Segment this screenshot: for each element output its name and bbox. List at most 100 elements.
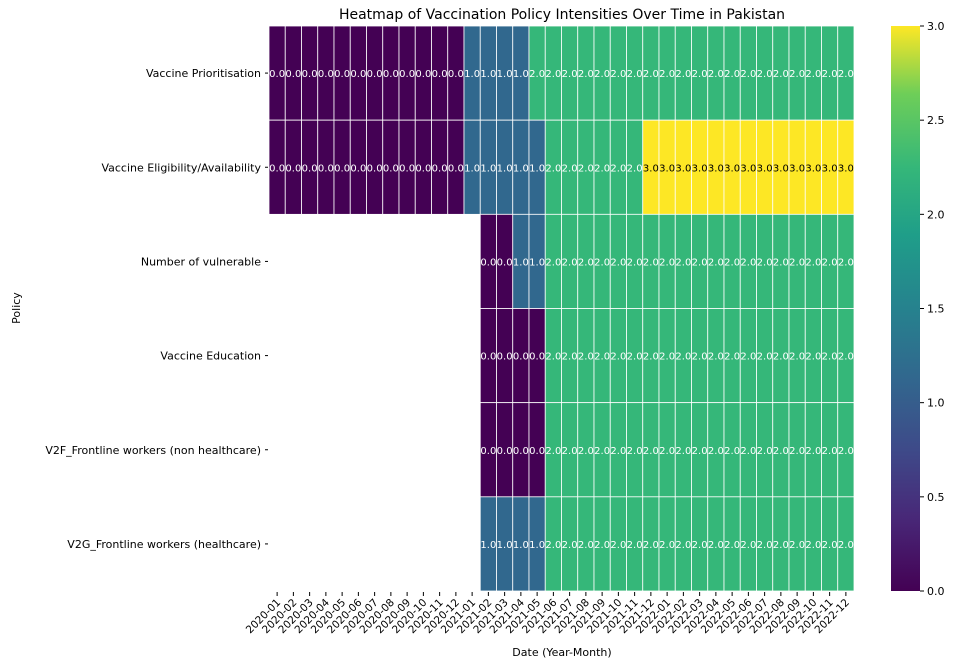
cell-value-label: 1.0 (513, 540, 529, 551)
cell-value-label: 2.0 (838, 446, 854, 457)
cell-value-label: 0.0 (383, 69, 399, 80)
cell-value-label: 2.0 (675, 446, 691, 457)
cell-value-label: 0.0 (432, 69, 448, 80)
colorbar-tick-label: 2.5 (927, 114, 945, 127)
cell-value-label: 2.0 (659, 257, 675, 268)
cell-value-label: 0.0 (334, 163, 350, 174)
colorbar (891, 26, 920, 591)
cell-value-label: 0.0 (302, 69, 318, 80)
cell-value-label: 2.0 (578, 257, 594, 268)
colorbar-tick-label: 1.0 (927, 397, 945, 410)
cell-value-label: 3.0 (740, 163, 756, 174)
colorbar-tick-label: 2.0 (927, 208, 945, 221)
cell-value-label: 2.0 (578, 446, 594, 457)
cell-value-label: 2.0 (594, 540, 610, 551)
cell-value-label: 0.0 (529, 352, 545, 363)
cell-value-label: 1.0 (529, 257, 545, 268)
cell-value-label: 2.0 (610, 540, 626, 551)
cell-value-label: 0.0 (480, 352, 496, 363)
cell-value-label: 3.0 (708, 163, 724, 174)
cell-value-label: 2.0 (740, 257, 756, 268)
cell-value-label: 2.0 (562, 446, 578, 457)
heatmap-cell (837, 496, 855, 592)
cell-value-label: 2.0 (594, 69, 610, 80)
cell-value-label: 2.0 (675, 352, 691, 363)
cell-value-label: 1.0 (480, 163, 496, 174)
cell-value-label: 2.0 (822, 352, 838, 363)
cell-value-label: 0.0 (334, 69, 350, 80)
cell-value-label: 3.0 (692, 163, 708, 174)
cell-value-label: 0.0 (367, 163, 383, 174)
cell-value-label: 2.0 (789, 540, 805, 551)
cell-value-label: 2.0 (578, 352, 594, 363)
cell-value-label: 2.0 (740, 540, 756, 551)
cell-value-label: 2.0 (610, 163, 626, 174)
cell-value-label: 2.0 (562, 540, 578, 551)
cell-value-label: 2.0 (773, 69, 789, 80)
cell-value-label: 2.0 (643, 540, 659, 551)
cell-value-label: 0.0 (285, 163, 301, 174)
cell-value-label: 2.0 (789, 69, 805, 80)
cell-value-label: 0.0 (529, 446, 545, 457)
cell-value-label: 2.0 (643, 257, 659, 268)
cell-value-label: 3.0 (757, 163, 773, 174)
cell-value-label: 2.0 (594, 257, 610, 268)
cell-value-label: 0.0 (497, 352, 513, 363)
y-tick-label: Vaccine Eligibility/Availability (101, 161, 261, 174)
cell-value-label: 2.0 (789, 257, 805, 268)
cell-value-label: 0.0 (318, 163, 334, 174)
colorbar-ticks: 0.0 0.5 1.0 1.5 2.0 2.5 3.0 (920, 20, 945, 598)
cell-value-label: 3.0 (724, 163, 740, 174)
cell-value-label: 2.0 (692, 69, 708, 80)
cell-value-label: 2.0 (773, 540, 789, 551)
cell-value-label: 3.0 (773, 163, 789, 174)
cell-value-label: 3.0 (643, 163, 659, 174)
cell-value-label: 2.0 (610, 352, 626, 363)
cell-value-label: 2.0 (708, 446, 724, 457)
cell-value-label: 2.0 (822, 69, 838, 80)
cell-value-labels: 0.0 0.0 0.0 0.0 0.0 0.0 0.0 0.0 0.0 0.0 0.0 0.0 1.0 1… (269, 69, 854, 551)
y-tick-label: V2G_Frontline workers (healthcare) (67, 538, 261, 551)
cell-value-label: 2.0 (627, 446, 643, 457)
cell-value-label: 2.0 (594, 352, 610, 363)
y-axis-ticks: Vaccine Prioritisation Vaccine Eligibilit… (45, 67, 268, 551)
cell-value-label: 2.0 (627, 163, 643, 174)
cell-value-label: 2.0 (838, 69, 854, 80)
cell-value-label: 2.0 (545, 446, 561, 457)
cell-value-label: 1.0 (464, 69, 480, 80)
cell-value-label: 2.0 (805, 69, 821, 80)
cell-value-label: 0.0 (497, 257, 513, 268)
cell-value-label: 1.0 (513, 163, 529, 174)
cell-value-label: 0.0 (367, 69, 383, 80)
cell-value-label: 2.0 (724, 446, 740, 457)
cell-value-label: 0.0 (399, 163, 415, 174)
cell-value-label: 2.0 (773, 446, 789, 457)
cell-value-label: 2.0 (578, 163, 594, 174)
cell-value-label: 2.0 (610, 69, 626, 80)
cell-value-label: 2.0 (659, 352, 675, 363)
cell-value-label: 2.0 (724, 69, 740, 80)
cell-value-label: 2.0 (757, 257, 773, 268)
cell-value-label: 0.0 (318, 69, 334, 80)
cell-value-label: 0.0 (415, 163, 431, 174)
cell-value-label: 2.0 (708, 540, 724, 551)
cell-value-label: 2.0 (789, 446, 805, 457)
cell-value-label: 2.0 (692, 352, 708, 363)
cell-value-label: 2.0 (545, 257, 561, 268)
colorbar-tick-label: 0.5 (927, 491, 945, 504)
colorbar-tick-label: 0.0 (927, 585, 945, 598)
cell-value-label: 2.0 (610, 257, 626, 268)
cell-value-label: 2.0 (757, 446, 773, 457)
cell-value-label: 0.0 (269, 69, 285, 80)
cell-value-label: 0.0 (497, 446, 513, 457)
cell-value-label: 1.0 (480, 69, 496, 80)
cell-value-label: 2.0 (675, 69, 691, 80)
cell-value-label: 0.0 (302, 163, 318, 174)
y-axis-label: Policy (10, 292, 23, 324)
cell-value-label: 2.0 (805, 540, 821, 551)
cell-value-label: 0.0 (448, 69, 464, 80)
cell-value-label: 1.0 (529, 540, 545, 551)
cell-value-label: 1.0 (529, 163, 545, 174)
cell-value-label: 1.0 (497, 540, 513, 551)
y-tick-label: V2F_Frontline workers (non healthcare) (45, 444, 261, 457)
